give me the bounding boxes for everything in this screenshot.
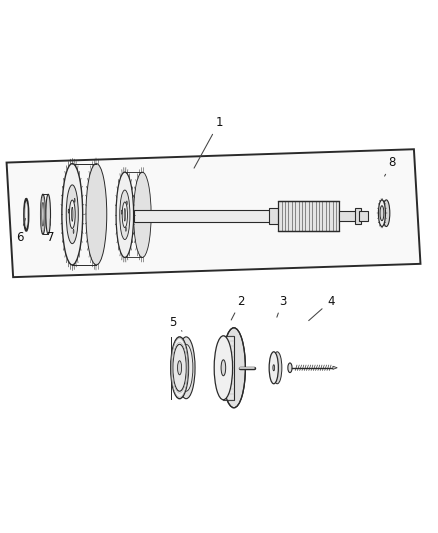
Ellipse shape xyxy=(171,337,188,399)
Ellipse shape xyxy=(221,360,226,376)
Ellipse shape xyxy=(288,363,292,373)
Ellipse shape xyxy=(134,172,151,257)
Polygon shape xyxy=(7,149,420,277)
Ellipse shape xyxy=(121,210,122,214)
Ellipse shape xyxy=(125,227,126,231)
Polygon shape xyxy=(125,210,134,222)
Polygon shape xyxy=(355,208,361,224)
Ellipse shape xyxy=(177,337,195,399)
Polygon shape xyxy=(134,210,272,222)
Ellipse shape xyxy=(66,185,78,244)
Ellipse shape xyxy=(380,206,384,221)
Ellipse shape xyxy=(73,229,74,233)
Polygon shape xyxy=(223,336,234,400)
Polygon shape xyxy=(278,201,339,230)
Ellipse shape xyxy=(120,190,130,239)
Ellipse shape xyxy=(378,200,385,227)
Ellipse shape xyxy=(272,352,282,384)
Ellipse shape xyxy=(273,365,275,371)
Text: 8: 8 xyxy=(385,156,396,176)
Ellipse shape xyxy=(62,164,83,265)
Ellipse shape xyxy=(86,164,107,265)
Text: 3: 3 xyxy=(277,295,286,317)
Ellipse shape xyxy=(177,361,182,375)
Text: 6: 6 xyxy=(16,219,25,244)
Ellipse shape xyxy=(68,209,69,213)
Text: 7: 7 xyxy=(46,219,54,244)
Polygon shape xyxy=(269,208,280,224)
Ellipse shape xyxy=(71,207,73,221)
Ellipse shape xyxy=(69,200,75,229)
Ellipse shape xyxy=(46,195,50,235)
Ellipse shape xyxy=(124,208,125,221)
Ellipse shape xyxy=(116,172,134,257)
Polygon shape xyxy=(359,211,368,221)
Ellipse shape xyxy=(223,328,245,408)
Ellipse shape xyxy=(41,195,45,235)
Ellipse shape xyxy=(269,352,279,384)
Ellipse shape xyxy=(180,344,193,391)
Ellipse shape xyxy=(42,203,44,226)
Ellipse shape xyxy=(74,198,75,203)
Ellipse shape xyxy=(173,344,186,391)
Text: 1: 1 xyxy=(194,116,223,168)
Polygon shape xyxy=(339,211,357,221)
Ellipse shape xyxy=(383,200,390,227)
Text: 2: 2 xyxy=(231,295,245,320)
Ellipse shape xyxy=(122,211,127,221)
Text: 5: 5 xyxy=(170,316,182,331)
Ellipse shape xyxy=(122,202,127,228)
Polygon shape xyxy=(333,366,337,369)
Text: 4: 4 xyxy=(309,295,335,321)
Ellipse shape xyxy=(214,336,233,400)
